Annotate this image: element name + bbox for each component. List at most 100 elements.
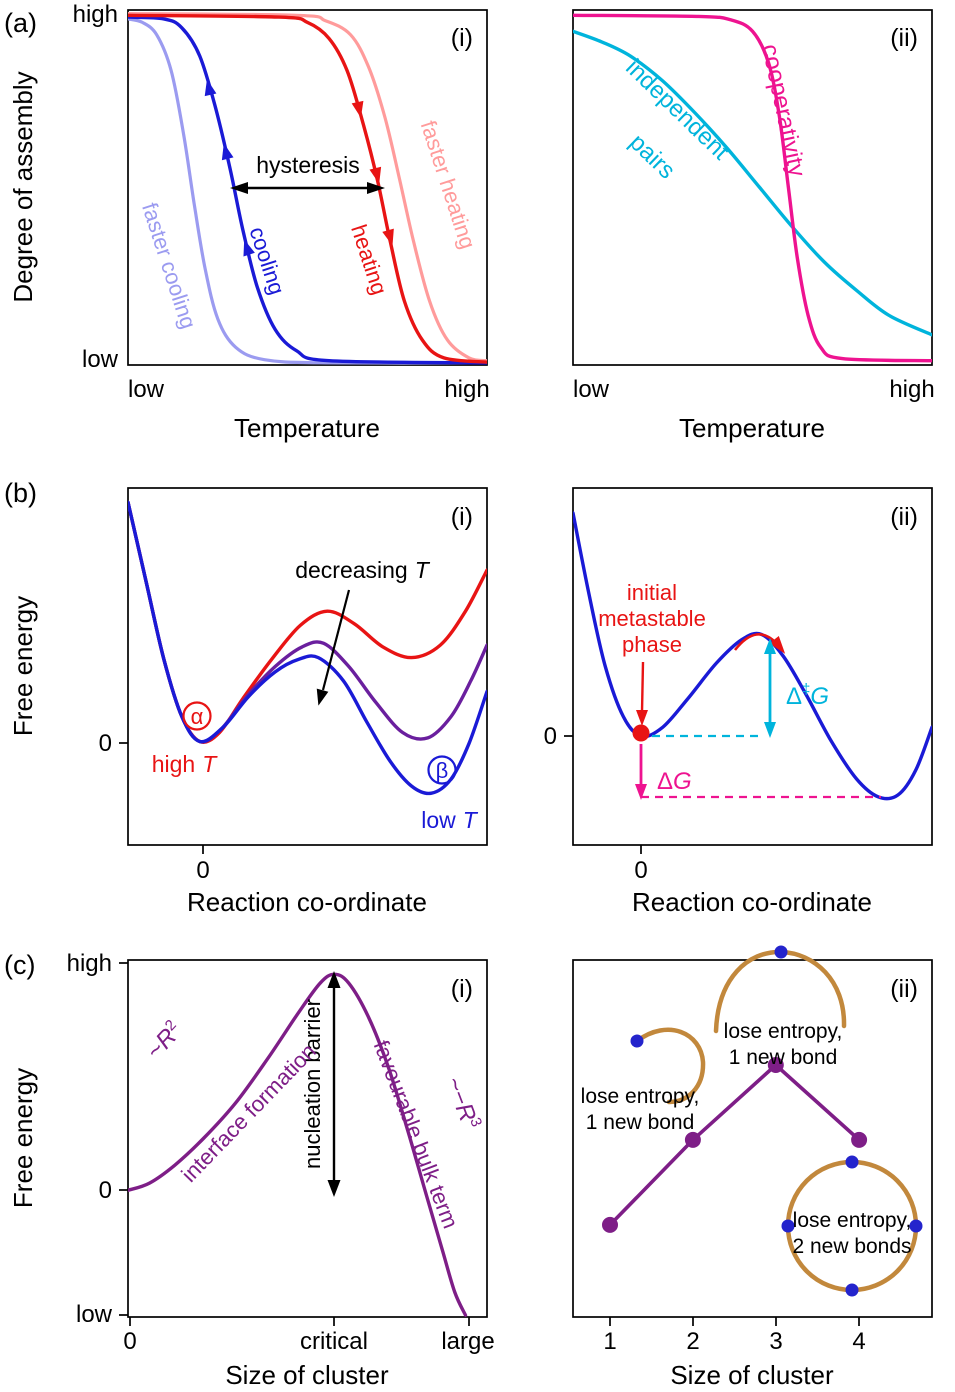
bond-dot bbox=[845, 1283, 859, 1297]
c-i-x-axis-title: Size of cluster bbox=[225, 1360, 389, 1390]
c-i-ytick-low: low bbox=[76, 1301, 113, 1328]
bond-dot bbox=[909, 1219, 923, 1233]
a-i-panel-tag: (i) bbox=[451, 24, 473, 52]
g-var: G bbox=[810, 683, 829, 710]
series-high-t bbox=[128, 500, 487, 744]
panel-c-letter: (c) bbox=[4, 950, 35, 980]
b-ii-panel-tag: (ii) bbox=[890, 503, 918, 531]
c-y-axis-title: Free energy bbox=[8, 1068, 38, 1208]
series-independent-pairs bbox=[573, 29, 932, 337]
b-y-axis-title: Free energy bbox=[8, 596, 38, 736]
nucleation-barrier-label: nucleation barrier bbox=[300, 999, 325, 1169]
data-point bbox=[767, 1057, 784, 1073]
heating-arrowhead bbox=[351, 100, 364, 118]
a-ii-xtick-high: high bbox=[889, 376, 934, 403]
data-point bbox=[684, 1131, 701, 1148]
loop-top-caption-line2: 1 new bond bbox=[729, 1046, 838, 1069]
initial-phase-line1: initial bbox=[627, 580, 677, 605]
c-i-xtick-large: large bbox=[441, 1328, 494, 1355]
minus-r-cubed-label: ~−R3 bbox=[440, 1073, 485, 1133]
a-i-plot-frame bbox=[127, 9, 488, 366]
hysteresis-annotation: hysteresis bbox=[230, 152, 385, 194]
a-i-xtick-low: low bbox=[128, 376, 165, 403]
b-ii-xtick-zero: 0 bbox=[634, 857, 647, 884]
series-faster-heating bbox=[128, 12, 487, 363]
beta-label: β bbox=[436, 758, 449, 783]
activation-energy-arrow bbox=[764, 638, 776, 738]
activation-energy-label: Δ‡G bbox=[786, 681, 829, 710]
favourable-bulk-label: favourable bulk term bbox=[369, 1037, 464, 1232]
cooling-arrowhead bbox=[204, 79, 217, 97]
high-t-var: T bbox=[202, 751, 218, 777]
high-t-text: high bbox=[152, 751, 195, 777]
g-var: G bbox=[673, 768, 692, 795]
c-i-ytick-zero: 0 bbox=[99, 1177, 112, 1204]
initial-phase-line2: metastable bbox=[598, 606, 706, 631]
initial-phase-arrow-line bbox=[640, 661, 645, 713]
hysteresis-arrowhead-left bbox=[230, 182, 248, 194]
alpha-label: α bbox=[191, 704, 204, 729]
c-i-ytick-high: high bbox=[67, 950, 112, 977]
double-dagger-superscript: ‡ bbox=[802, 681, 810, 698]
loop-top-caption-line1: lose entropy, bbox=[724, 1020, 843, 1043]
independent-pairs-label-line2: pairs bbox=[624, 129, 680, 185]
bond-dot bbox=[774, 945, 788, 959]
loop-left-caption-line1: lose entropy, bbox=[581, 1085, 700, 1108]
cooperativity-label: cooperativity bbox=[756, 42, 810, 179]
initial-metastable-annotation: initial metastable phase bbox=[598, 580, 706, 742]
decreasing-t-text: decreasing bbox=[295, 557, 408, 583]
a-i-ytick-low: low bbox=[82, 346, 119, 373]
series-faster-cooling bbox=[128, 17, 487, 365]
c-ii-xtick-2: 2 bbox=[686, 1328, 699, 1355]
c-ii-xtick-3: 3 bbox=[769, 1328, 782, 1355]
c-i-panel-tag: (i) bbox=[451, 975, 473, 1003]
series-free-energy-landscape bbox=[573, 511, 932, 801]
series-low-t bbox=[128, 500, 487, 796]
decreasing-t-arrow-line bbox=[321, 589, 351, 691]
series-heating bbox=[128, 13, 487, 364]
initial-phase-line3: phase bbox=[622, 632, 682, 657]
c-ii-xtick-1: 1 bbox=[603, 1328, 616, 1355]
a-i-x-axis-title: Temperature bbox=[234, 413, 380, 443]
barrier-crossing-arrowhead bbox=[769, 636, 786, 654]
low-t-text: low bbox=[421, 807, 456, 833]
bond-dot bbox=[781, 1219, 795, 1233]
c-ii-plot-frame bbox=[572, 959, 933, 1318]
a-i-curves bbox=[128, 12, 487, 365]
a-ii-x-axis-title: Temperature bbox=[679, 413, 825, 443]
nucleation-barrier-arrow bbox=[327, 971, 341, 1197]
decreasing-t-annotation: decreasing T bbox=[295, 557, 431, 706]
activation-energy-arrowhead-top bbox=[764, 638, 776, 654]
b-i-x-axis-title: Reaction co-ordinate bbox=[187, 887, 427, 917]
beta-circle bbox=[427, 755, 457, 785]
c-i-plot-frame bbox=[127, 959, 488, 1318]
b-i-xtick-zero: 0 bbox=[196, 857, 209, 884]
delta-g-arrow bbox=[635, 744, 647, 800]
r-squared-label: ~R2 bbox=[140, 1016, 188, 1064]
activation-energy-arrowhead-bottom bbox=[764, 722, 776, 738]
series-mid-t bbox=[128, 500, 487, 744]
data-point bbox=[851, 1131, 868, 1148]
c-i-xtick-zero: 0 bbox=[123, 1328, 136, 1355]
c-ii-panel-tag: (ii) bbox=[890, 975, 918, 1003]
alpha-circle bbox=[182, 701, 212, 731]
data-point bbox=[602, 1216, 618, 1233]
loop-circle-caption-line2: 2 new bonds bbox=[792, 1235, 911, 1258]
hysteresis-arrowhead-right bbox=[367, 182, 385, 194]
bond-dot bbox=[845, 1155, 859, 1169]
heating-arrowhead bbox=[369, 166, 382, 184]
faster-cooling-label: faster cooling bbox=[137, 200, 201, 332]
decreasing-t-var: T bbox=[415, 557, 431, 583]
a-ii-panel-tag: (ii) bbox=[890, 24, 918, 52]
panel-b-letter: (b) bbox=[4, 478, 37, 508]
c-ii-series bbox=[602, 1057, 868, 1233]
c-i-xtick-critical: critical bbox=[300, 1328, 368, 1355]
delta-g-arrowhead bbox=[635, 784, 647, 800]
a-ii-curves bbox=[573, 13, 932, 363]
a-ii-plot-frame bbox=[572, 9, 933, 366]
initial-phase-arrowhead bbox=[636, 710, 648, 726]
a-y-axis-title: Degree of assembly bbox=[8, 71, 38, 302]
cooling-arrowhead bbox=[243, 239, 255, 257]
